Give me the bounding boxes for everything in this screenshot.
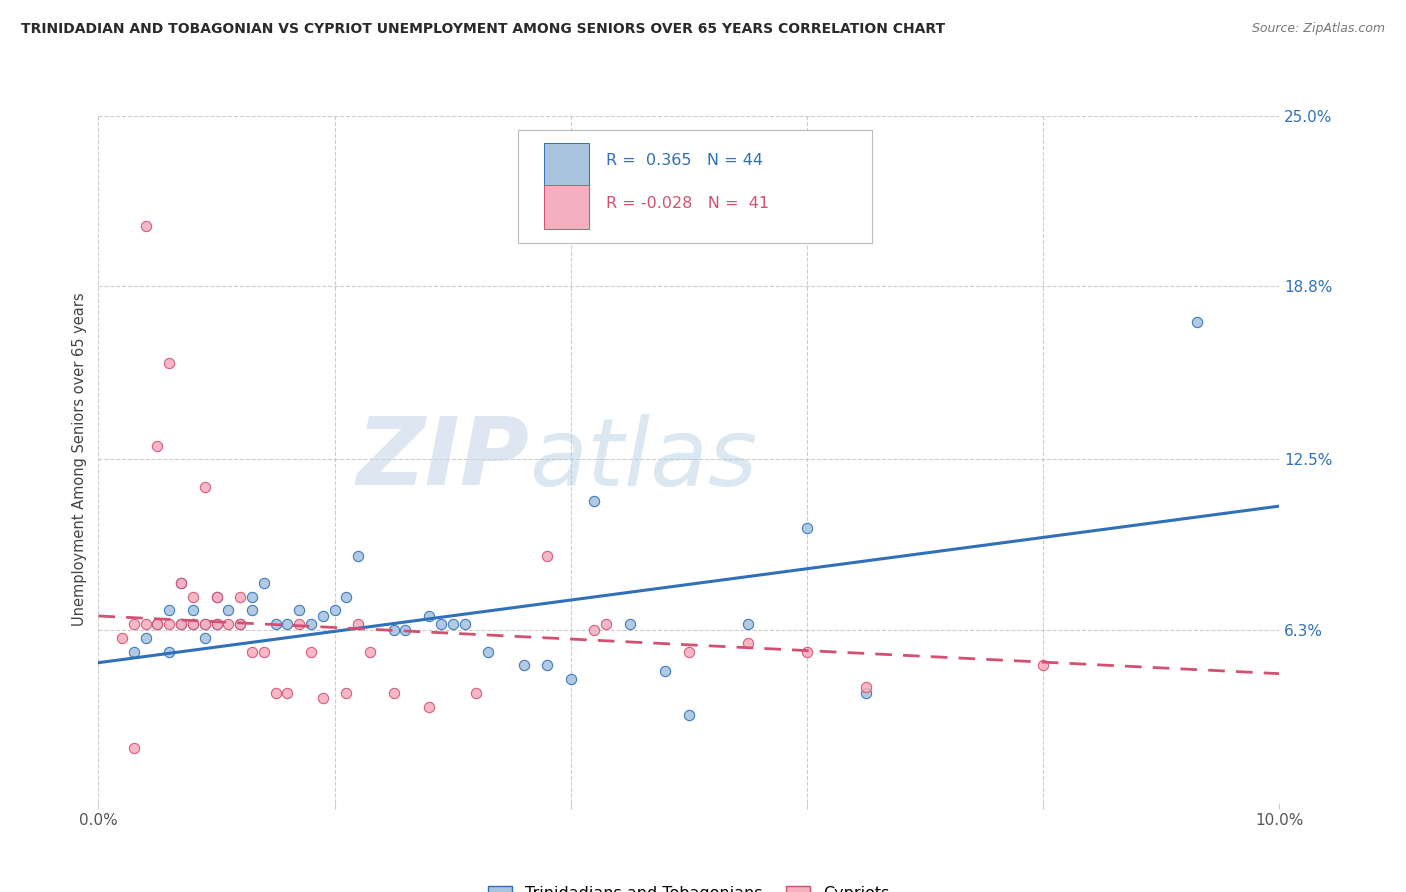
Point bbox=[1032, 658, 1054, 673]
Point bbox=[299, 617, 322, 632]
Point bbox=[135, 219, 157, 233]
Point bbox=[796, 645, 818, 659]
Y-axis label: Unemployment Among Seniors over 65 years: Unemployment Among Seniors over 65 years bbox=[72, 293, 87, 626]
Point bbox=[512, 658, 534, 673]
Text: atlas: atlas bbox=[530, 414, 758, 505]
Point bbox=[855, 686, 877, 700]
Point bbox=[217, 603, 239, 617]
Point bbox=[205, 617, 228, 632]
Text: TRINIDADIAN AND TOBAGONIAN VS CYPRIOT UNEMPLOYMENT AMONG SENIORS OVER 65 YEARS C: TRINIDADIAN AND TOBAGONIAN VS CYPRIOT UN… bbox=[21, 22, 945, 37]
Point bbox=[157, 356, 180, 370]
Point bbox=[170, 617, 193, 632]
Point bbox=[536, 549, 558, 563]
Text: R = -0.028   N =  41: R = -0.028 N = 41 bbox=[606, 196, 769, 211]
Point bbox=[205, 590, 228, 604]
Point bbox=[181, 603, 204, 617]
Point bbox=[312, 609, 335, 624]
Point bbox=[418, 699, 440, 714]
Point bbox=[536, 658, 558, 673]
Point bbox=[240, 590, 263, 604]
Point bbox=[654, 664, 676, 678]
Point bbox=[276, 617, 298, 632]
Point bbox=[135, 631, 157, 645]
Text: Source: ZipAtlas.com: Source: ZipAtlas.com bbox=[1251, 22, 1385, 36]
Point bbox=[181, 617, 204, 632]
Point bbox=[796, 521, 818, 535]
Point bbox=[157, 603, 180, 617]
Point bbox=[453, 617, 475, 632]
Point bbox=[595, 617, 617, 632]
Point bbox=[394, 623, 416, 637]
Point bbox=[382, 623, 405, 637]
Point bbox=[288, 617, 311, 632]
Text: ZIP: ZIP bbox=[357, 413, 530, 506]
Point bbox=[264, 617, 287, 632]
Point bbox=[181, 617, 204, 632]
Point bbox=[560, 672, 582, 686]
Point bbox=[583, 623, 606, 637]
Point bbox=[347, 617, 370, 632]
Point bbox=[135, 617, 157, 632]
Point bbox=[1185, 315, 1208, 329]
Legend: Trinidadians and Tobagonians, Cypriots: Trinidadians and Tobagonians, Cypriots bbox=[482, 880, 896, 892]
Point bbox=[157, 617, 180, 632]
Point bbox=[276, 686, 298, 700]
Point bbox=[583, 493, 606, 508]
Point bbox=[347, 549, 370, 563]
Point bbox=[359, 645, 381, 659]
FancyBboxPatch shape bbox=[517, 129, 872, 243]
Point bbox=[111, 631, 134, 645]
Point bbox=[418, 609, 440, 624]
Point bbox=[205, 617, 228, 632]
Point bbox=[181, 590, 204, 604]
Point bbox=[194, 617, 217, 632]
Point bbox=[465, 686, 488, 700]
Point bbox=[678, 707, 700, 722]
Point bbox=[312, 691, 335, 706]
Point bbox=[678, 645, 700, 659]
Point bbox=[146, 439, 169, 453]
Point bbox=[240, 645, 263, 659]
Point bbox=[253, 645, 276, 659]
FancyBboxPatch shape bbox=[544, 185, 589, 229]
Point bbox=[288, 603, 311, 617]
Point bbox=[194, 631, 217, 645]
Point bbox=[217, 617, 239, 632]
Point bbox=[194, 480, 217, 494]
Text: R =  0.365   N = 44: R = 0.365 N = 44 bbox=[606, 153, 763, 168]
Point bbox=[299, 645, 322, 659]
Point bbox=[335, 686, 357, 700]
Point bbox=[382, 686, 405, 700]
Point bbox=[122, 645, 145, 659]
Point bbox=[335, 590, 357, 604]
Point bbox=[430, 617, 453, 632]
Point bbox=[229, 590, 252, 604]
Point bbox=[323, 603, 346, 617]
Point bbox=[737, 617, 759, 632]
Point bbox=[229, 617, 252, 632]
Point bbox=[122, 740, 145, 755]
FancyBboxPatch shape bbox=[544, 144, 589, 188]
Point bbox=[205, 590, 228, 604]
Point bbox=[477, 645, 499, 659]
Point bbox=[122, 617, 145, 632]
Point bbox=[253, 576, 276, 591]
Point bbox=[170, 576, 193, 591]
Point bbox=[170, 617, 193, 632]
Point bbox=[855, 681, 877, 695]
Point bbox=[737, 636, 759, 650]
Point bbox=[170, 576, 193, 591]
Point bbox=[229, 617, 252, 632]
Point bbox=[157, 645, 180, 659]
Point bbox=[240, 603, 263, 617]
Point bbox=[194, 617, 217, 632]
Point bbox=[264, 686, 287, 700]
Point bbox=[619, 617, 641, 632]
Point bbox=[441, 617, 464, 632]
Point bbox=[146, 617, 169, 632]
Point bbox=[146, 617, 169, 632]
